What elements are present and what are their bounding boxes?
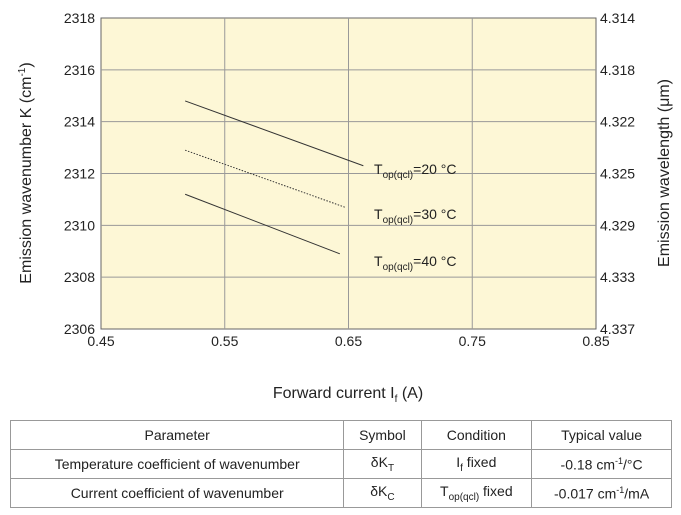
y-tick-label: 2314 — [64, 114, 95, 130]
y-tick-label: 2306 — [64, 321, 95, 337]
x-tick-labels: 0.45 0.55 0.65 0.75 0.85 — [87, 333, 609, 349]
condition-rest: fixed — [479, 483, 513, 500]
value-sup: -1 — [616, 484, 625, 495]
series-line — [184, 100, 364, 167]
series-label: Top(qcl)=30 °C — [374, 206, 457, 226]
condition-sub: f — [460, 462, 463, 474]
grid-lines — [101, 18, 596, 329]
symbol-cell: δKC — [343, 478, 422, 508]
y-tick-label: 2312 — [64, 166, 95, 182]
y2-tick-label: 4.337 — [600, 321, 635, 337]
table-header: Parameter — [9, 420, 345, 450]
y-tick-label: 2316 — [64, 62, 95, 78]
x-tick-label: 0.65 — [335, 333, 362, 349]
y2-tick-label: 4.329 — [600, 217, 635, 233]
series-label-rest: =40 °C — [413, 253, 456, 269]
symbol-sub: C — [387, 491, 395, 503]
x-axis-label-sub: f — [395, 394, 398, 405]
series-label-rest: =20 °C — [413, 161, 456, 177]
y-tick-label: 2318 — [64, 10, 95, 26]
spec-table: Parameter Symbol Condition Typical value… — [9, 420, 672, 508]
value-cell: -0.18 cm-1/°C — [531, 449, 672, 479]
y2-tick-label: 4.325 — [600, 166, 635, 182]
y-left-label-sup: -1 — [17, 67, 28, 76]
series-label: Top(qcl)=40 °C — [374, 253, 457, 273]
table-header: Condition — [420, 420, 533, 450]
table-row: Temperature coefficient of wavenumber δK… — [9, 449, 672, 479]
condition-cell: If fixed — [420, 449, 533, 479]
value-rest: /°C — [623, 456, 643, 473]
x-axis-label-main: Forward current I — [273, 385, 395, 402]
y2-tick-label: 4.333 — [600, 269, 635, 285]
condition-cell: Top(qcl) fixed — [420, 478, 533, 508]
y-left-label-main: Emission wavenumber K (cm — [18, 77, 35, 284]
series-group — [184, 100, 364, 255]
y2-tick-label: 4.314 — [600, 10, 635, 26]
value-sup: -1 — [615, 455, 624, 466]
value-main: -0.18 cm — [560, 456, 615, 473]
series-label-rest: =30 °C — [413, 206, 456, 222]
symbol-cell: δKT — [343, 449, 422, 479]
x-tick-label: 0.75 — [459, 333, 486, 349]
x-axis-label-unit: (A) — [397, 385, 423, 402]
parameter-cell: Temperature coefficient of wavenumber — [9, 449, 345, 479]
x-tick-label: 0.55 — [211, 333, 238, 349]
series-label-sub: op(qcl) — [383, 215, 414, 226]
symbol-sub: T — [387, 462, 395, 474]
series-label-main: T — [374, 206, 383, 222]
symbol-main: δK — [370, 483, 388, 500]
value-cell: -0.017 cm-1/mA — [531, 478, 672, 508]
table-header: Symbol — [343, 420, 422, 450]
y2-tick-label: 4.322 — [600, 114, 635, 130]
y-tick-labels: 2306 2308 2310 2312 2314 2316 2318 — [64, 10, 95, 337]
value-main: -0.017 cm — [554, 485, 617, 502]
parameter-cell: Current coefficient of wavenumber — [9, 478, 345, 508]
series-label-main: T — [374, 253, 383, 269]
condition-main: T — [440, 483, 449, 500]
table-header-row: Parameter Symbol Condition Typical value — [9, 420, 672, 450]
series-label-sub: op(qcl) — [383, 170, 414, 181]
x-axis-label: Forward current If (A) — [273, 385, 423, 405]
y-axis-right-label: Emission wavelength (μm) — [656, 79, 673, 267]
y-axis-left-label: Emission wavenumber K (cm-1) — [17, 62, 35, 283]
series-line — [184, 149, 345, 208]
y2-tick-label: 4.318 — [600, 62, 635, 78]
table-header: Typical value — [531, 420, 672, 450]
x-tick-label: 0.85 — [582, 333, 609, 349]
series-line — [184, 193, 341, 255]
table-row: Current coefficient of wavenumber δKC To… — [9, 478, 672, 508]
value-rest: /mA — [624, 485, 650, 502]
series-label: Top(qcl)=20 °C — [374, 161, 457, 181]
condition-main: I — [456, 454, 461, 471]
series-label-main: T — [374, 161, 383, 177]
series-label-sub: op(qcl) — [383, 262, 414, 273]
symbol-main: δK — [370, 454, 388, 471]
y2-tick-labels: 4.337 4.333 4.329 4.325 4.322 4.318 4.314 — [600, 10, 635, 337]
condition-sub: op(qcl) — [448, 491, 480, 503]
x-tick-label: 0.45 — [87, 333, 114, 349]
condition-rest: fixed — [462, 454, 497, 471]
y-tick-label: 2310 — [64, 217, 95, 233]
y-tick-label: 2308 — [64, 269, 95, 285]
chart-area: 0.45 0.55 0.65 0.75 0.85 2306 2308 2310 2312 231… — [17, 10, 673, 405]
y-left-label-close: ) — [18, 62, 35, 67]
